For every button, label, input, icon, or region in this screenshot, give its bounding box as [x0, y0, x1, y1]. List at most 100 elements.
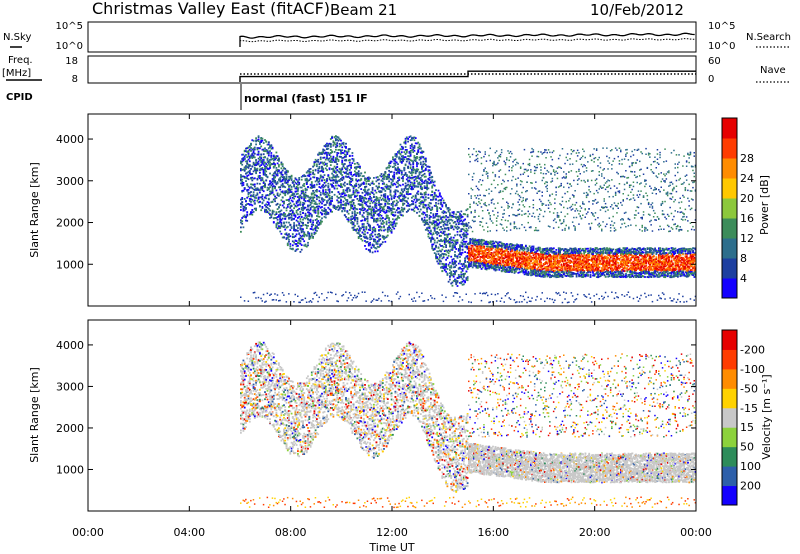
echo-cell [348, 155, 351, 157]
echo-cell [432, 184, 435, 186]
echo-cell [409, 163, 412, 166]
echo-cell [314, 169, 317, 172]
echo-cell [261, 162, 264, 165]
echo-cell [407, 191, 409, 193]
echo-cell [378, 235, 380, 238]
echo-cell [428, 172, 431, 175]
echo-cell [357, 173, 360, 175]
nsearch-trace [239, 38, 695, 44]
echo-cell [317, 211, 320, 214]
echo-cell [483, 203, 485, 205]
echo-cell [308, 168, 311, 171]
echo-cell [460, 271, 463, 274]
echo-cell [421, 200, 423, 202]
echo-cell [285, 169, 288, 172]
echo-cell [457, 253, 460, 256]
echo-cell [323, 161, 326, 164]
echo-cell [304, 175, 307, 177]
nave-label: Nave [760, 65, 786, 76]
echo-cell [257, 147, 260, 149]
echo-cell [257, 150, 260, 153]
echo-cell [247, 155, 250, 157]
echo-cell [280, 171, 283, 174]
echo-cell [397, 166, 399, 169]
echo-cell [443, 230, 446, 233]
echo-cell [474, 260, 477, 263]
echo-cell [305, 245, 308, 248]
echo-cell [392, 175, 394, 178]
echo-cell [362, 189, 365, 191]
echo-cell [389, 209, 392, 212]
echo-cell [460, 274, 463, 277]
echo-cell [454, 221, 456, 223]
echo-cell [408, 176, 411, 179]
echo-cell [403, 194, 406, 197]
echo-cell [333, 142, 336, 145]
echo-cell [265, 197, 268, 200]
echo-cell [319, 191, 322, 194]
echo-cell [471, 266, 474, 269]
echo-cell [447, 255, 450, 257]
echo-cell [255, 164, 257, 166]
echo-cell [309, 208, 312, 211]
echo-cell [384, 294, 386, 297]
echo-cell [312, 199, 314, 202]
echo-cell [366, 217, 369, 220]
echo-cell [443, 227, 446, 230]
echo-cell [270, 158, 273, 161]
echo-cell [347, 195, 350, 198]
echo-cell [340, 184, 342, 186]
echo-cell [321, 161, 323, 164]
echo-cell [357, 163, 360, 166]
echo-cell [473, 248, 475, 251]
echo-cell [365, 300, 367, 302]
echo-cell [393, 196, 396, 199]
echo-cell [309, 177, 312, 180]
echo-cell [293, 229, 295, 232]
echo-cell [314, 211, 317, 214]
echo-cell [426, 227, 428, 230]
echo-cell [261, 300, 263, 302]
echo-cell [404, 172, 407, 174]
echo-cell [454, 278, 456, 281]
echo-cell [337, 205, 340, 207]
echo-cell [489, 240, 492, 243]
echo-cell [371, 217, 374, 219]
echo-cell [335, 143, 337, 146]
echo-cell [245, 147, 247, 150]
echo-cell [285, 221, 288, 224]
echo-cell [422, 196, 425, 199]
echo-cell [346, 169, 349, 172]
echo-cell [369, 243, 371, 246]
echo-cell [302, 234, 304, 237]
echo-cell [485, 267, 488, 270]
echo-cell [322, 198, 325, 201]
echo-cell [461, 251, 464, 254]
echo-cell [476, 265, 479, 267]
echo-cell [381, 217, 384, 219]
nsearch-tick-top: 10^5 [708, 21, 735, 32]
echo-cell [241, 160, 244, 163]
echo-cell [393, 158, 396, 161]
echo-cell [490, 260, 493, 263]
echo-cell [276, 221, 279, 224]
echo-cell [245, 204, 247, 206]
echo-cell [326, 179, 328, 182]
echo-cell [436, 256, 439, 259]
echo-cell [394, 155, 397, 157]
echo-cell [468, 245, 470, 248]
echo-cell [388, 210, 390, 213]
echo-cell [461, 243, 464, 246]
echo-cell [370, 237, 373, 240]
echo-cell [493, 242, 496, 245]
echo-cell [247, 178, 250, 181]
echo-cell [441, 216, 444, 219]
echo-cell [484, 254, 487, 257]
echo-cell [333, 193, 336, 196]
echo-cell [252, 148, 255, 151]
echo-cell [308, 237, 311, 239]
echo-cell [272, 166, 275, 169]
echo-cell [392, 203, 394, 206]
echo-cell [328, 153, 331, 155]
echo-cell [424, 159, 427, 161]
